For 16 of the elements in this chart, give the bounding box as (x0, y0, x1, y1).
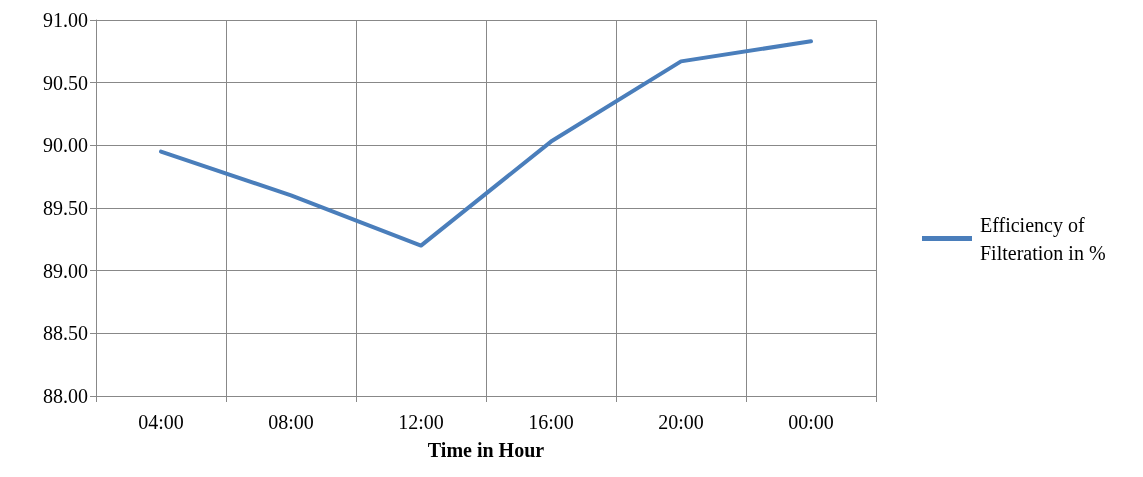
y-tick-label: 89.00 (43, 259, 88, 282)
y-tick-label: 90.00 (43, 134, 88, 157)
x-tick-label: 16:00 (528, 411, 574, 433)
x-tick-label: 08:00 (268, 411, 314, 433)
x-tick-label: 20:00 (658, 411, 704, 433)
y-tick-label: 89.50 (43, 197, 88, 219)
y-tick-label: 88.00 (43, 385, 88, 407)
legend-label: Efficiency of Filteration in % (980, 213, 1106, 264)
x-axis-title: Time in Hour (427, 439, 545, 461)
x-tick-label: 04:00 (138, 411, 184, 433)
y-tick-label: 90.50 (43, 71, 88, 94)
y-tick-label: 88.50 (43, 322, 88, 345)
line-series (159, 39, 813, 248)
x-tick-label: 00:00 (788, 411, 834, 433)
x-tick-label: 12:00 (398, 411, 444, 433)
y-tick-label: 91.00 (43, 9, 88, 31)
